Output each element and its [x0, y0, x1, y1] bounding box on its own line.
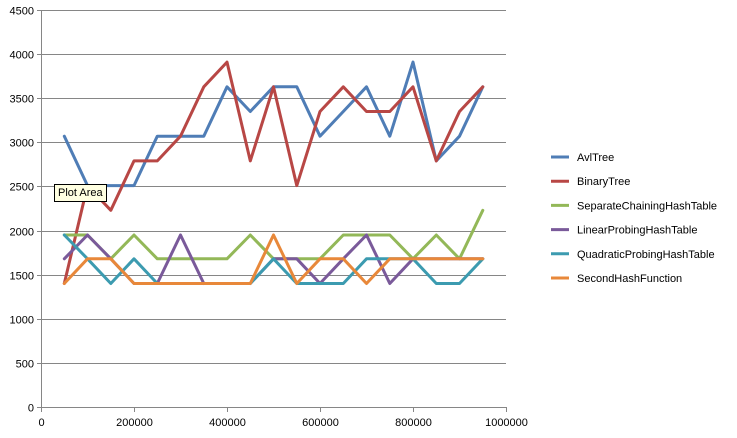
- x-tick-label: 0: [38, 417, 44, 429]
- x-tick-label: 200000: [116, 417, 153, 429]
- y-tick-label: 500: [16, 359, 34, 371]
- y-tick-label: 0: [28, 403, 34, 415]
- y-tick-label: 1500: [10, 271, 34, 283]
- x-tick-label: 800000: [395, 417, 432, 429]
- x-tick-label: 1000000: [485, 417, 528, 429]
- legend-label: SecondHashFunction: [577, 273, 682, 285]
- series-line[interactable]: [62, 60, 485, 285]
- y-tick-label: 3000: [10, 138, 34, 150]
- legend-label: QuadraticProbingHashTable: [577, 249, 715, 261]
- plot-area-tooltip: Plot Area: [54, 184, 107, 202]
- legend-label: BinaryTree: [577, 176, 630, 188]
- y-tick-label: 1000: [10, 315, 34, 327]
- axes: 0 500 1000 1500 2000 2500 3000 3500 4000 4500 0 200…: [10, 6, 528, 430]
- y-tick-label: 4000: [10, 50, 34, 62]
- series-line[interactable]: [62, 60, 485, 188]
- x-tick-label: 400000: [209, 417, 246, 429]
- series-line[interactable]: [62, 233, 485, 285]
- y-tick-label: 3500: [10, 94, 34, 106]
- x-tick-label: 600000: [302, 417, 339, 429]
- y-tick-label: 4500: [10, 6, 34, 18]
- y-tick-label: 2000: [10, 227, 34, 239]
- legend-label: SeparateChainingHashTable: [577, 200, 717, 212]
- y-tick-label: 2500: [10, 182, 34, 194]
- legend-label: LinearProbingHashTable: [577, 225, 697, 237]
- legend-label: AvlTree: [577, 152, 614, 164]
- legend: AvlTree BinaryTree SeparateChainingHashTab…: [551, 152, 717, 285]
- plot-area[interactable]: [62, 60, 485, 285]
